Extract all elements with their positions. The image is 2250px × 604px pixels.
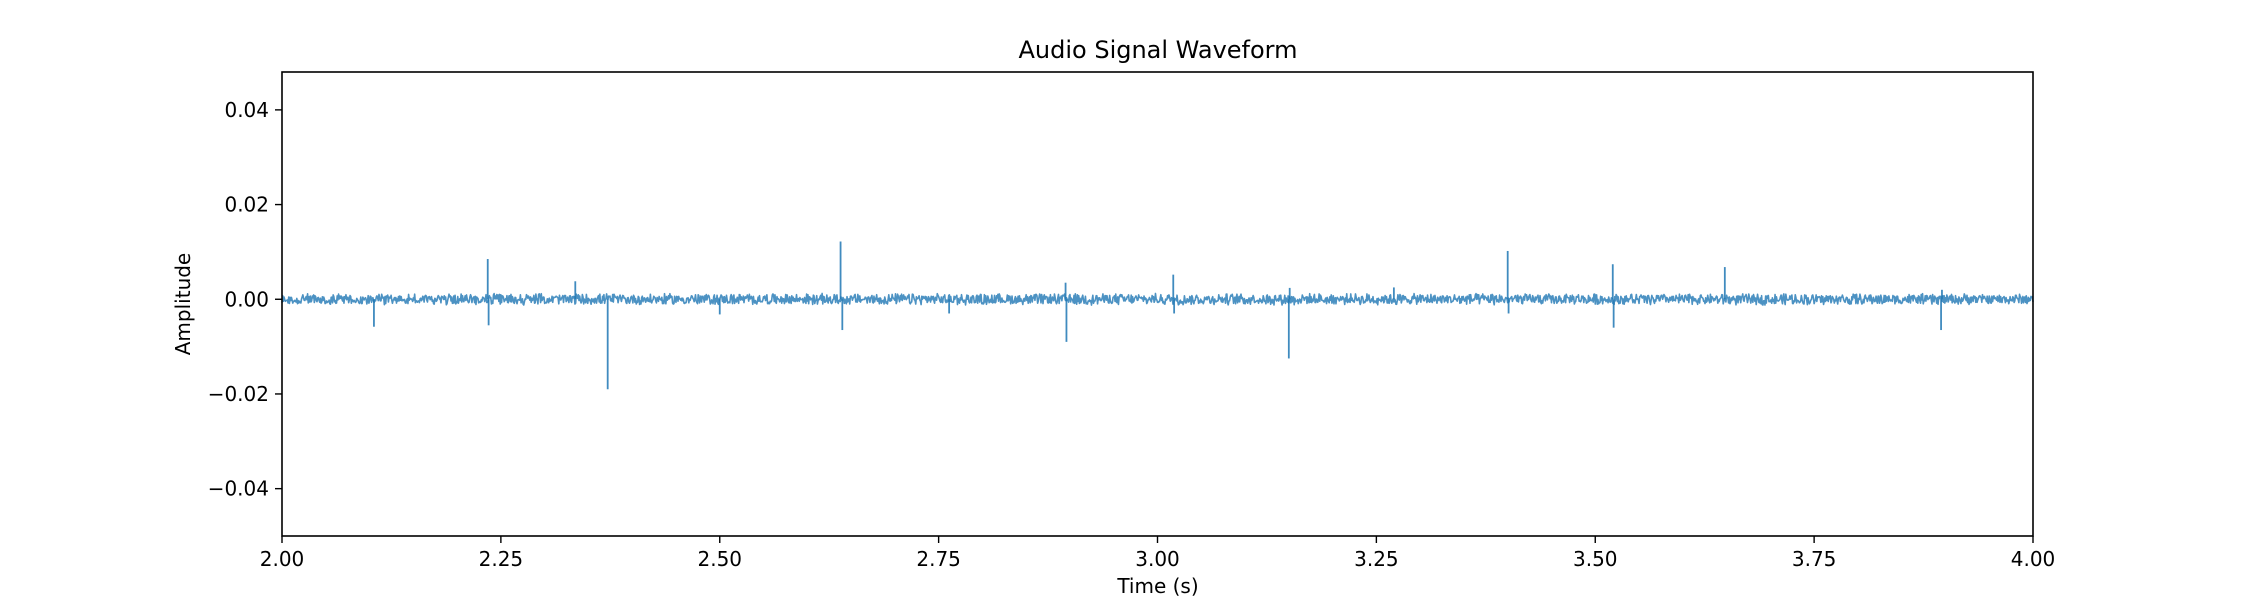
x-axis-tick-label: 4.00 <box>2011 547 2056 571</box>
y-axis-label: Amplitude <box>171 253 195 356</box>
waveform-line <box>281 292 2034 306</box>
y-axis: −0.04 −0.02 0.00 0.02 0.04 <box>208 98 282 501</box>
x-axis-label: Time (s) <box>1116 574 1198 598</box>
x-axis-tick-label: 2.00 <box>260 547 305 571</box>
chart-title: Audio Signal Waveform <box>1018 36 1297 64</box>
y-axis-tick-label: −0.02 <box>208 382 269 406</box>
x-axis-tick-label: 3.00 <box>1135 547 1180 571</box>
plot-area <box>281 241 2034 390</box>
y-axis-tick-label: 0.04 <box>224 98 269 122</box>
spike-layer <box>373 241 1943 390</box>
x-axis-tick-label: 2.25 <box>479 547 524 571</box>
y-axis-tick-label: −0.04 <box>208 477 269 501</box>
x-axis: 2.00 2.25 2.50 2.75 3.00 3.25 3.50 3.75 4.00 <box>260 536 2056 571</box>
x-axis-tick-label: 2.50 <box>697 547 742 571</box>
x-axis-tick-label: 3.75 <box>1792 547 1837 571</box>
y-axis-tick-label: 0.02 <box>224 193 269 217</box>
x-axis-tick-label: 3.25 <box>1354 547 1399 571</box>
x-axis-tick-label: 3.50 <box>1573 547 1618 571</box>
x-axis-tick-label: 2.75 <box>916 547 961 571</box>
y-axis-tick-label: 0.00 <box>224 287 269 311</box>
